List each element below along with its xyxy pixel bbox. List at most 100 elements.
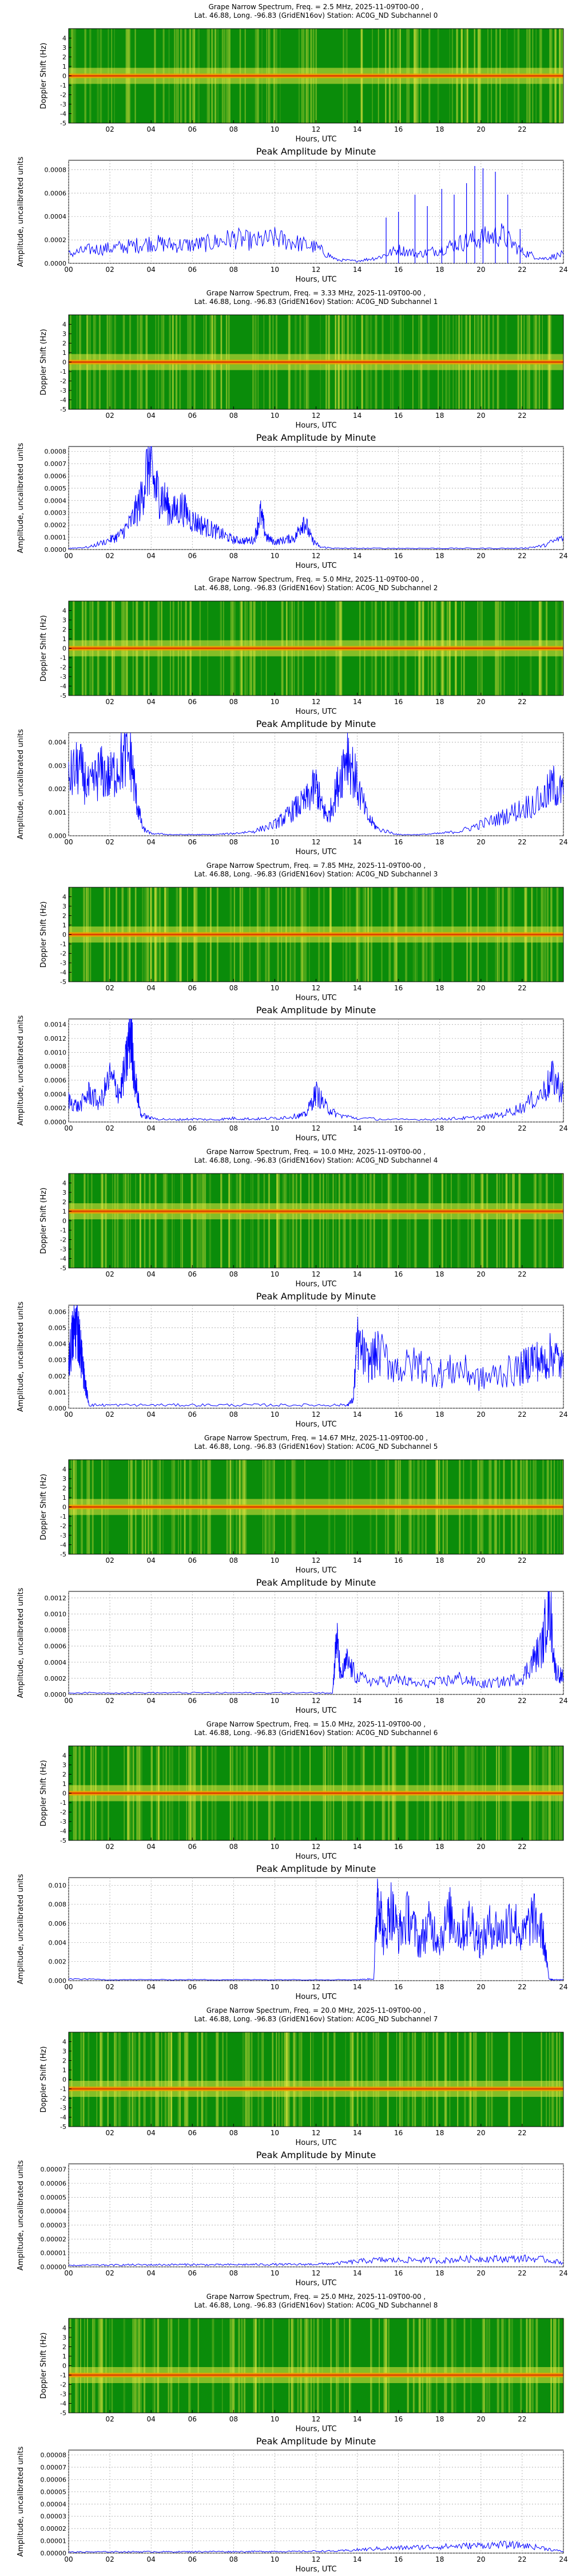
spectrum-image — [68, 600, 564, 696]
spectrum-stripe — [201, 2032, 204, 2127]
spectrum-stripe — [71, 2032, 73, 2127]
spectrum-stripe — [168, 2032, 170, 2127]
spectrum-stripe — [480, 1174, 483, 1268]
spectrum-stripe — [105, 2318, 107, 2413]
spectrum-band-core — [69, 2088, 563, 2090]
spectrum-stripe — [562, 1174, 564, 1268]
spectrum-stripe — [514, 1174, 515, 1268]
spectrum-stripe — [412, 2318, 415, 2413]
spectrum-stripe — [532, 2318, 534, 2413]
spectrum-stripe — [247, 2032, 249, 2127]
spectrum-stripe — [186, 2032, 189, 2127]
spectrum-stripe — [349, 2318, 350, 2413]
x-tick-label: 12 — [312, 698, 320, 706]
x-tick-label: 06 — [188, 2129, 197, 2137]
spectrum-stripe — [98, 2318, 101, 2413]
spectrum-stripe — [228, 1174, 231, 1268]
y-tick-label: 0.0010 — [45, 1049, 67, 1056]
spectrum-stripe — [370, 2318, 372, 2413]
spectrum-stripe — [428, 2318, 430, 2413]
x-axis-label: Hours, UTC — [295, 2139, 336, 2147]
spectrum-stripe — [263, 2032, 264, 2127]
y-tick-label: 0.0000 — [45, 1119, 67, 1126]
spectrum-stripe — [383, 2318, 385, 2413]
x-tick-label: 16 — [394, 1270, 403, 1278]
spectrum-stripe — [423, 2032, 426, 2127]
spectrum-stripe — [134, 2032, 136, 2127]
spectrum-stripe — [239, 1174, 241, 1268]
y-tick-label: 4 — [62, 607, 66, 615]
y-axis-label: Amplitude, uncalibrated units — [17, 1587, 25, 1698]
y-tick-label: 0.000 — [49, 1405, 67, 1412]
x-tick-label: 18 — [435, 698, 444, 706]
spectrum-stripe — [401, 2032, 403, 2127]
amplitude-title: Peak Amplitude by Minute — [256, 2436, 376, 2447]
spectrum-stripe — [373, 1174, 375, 1268]
spectrum-stripe — [268, 1174, 270, 1268]
x-tick-label: 10 — [271, 1556, 279, 1564]
y-tick-label: 0.00008 — [41, 2452, 67, 2459]
y-tick-label: 0.004 — [49, 738, 67, 746]
y-tick-label: 0.002 — [49, 1373, 67, 1380]
spectrum-stripe — [399, 2032, 401, 2127]
x-tick-label: 10 — [271, 2415, 279, 2423]
spectrum-stripe — [112, 1174, 113, 1268]
spectrum-stripe — [326, 1174, 328, 1268]
spectrum-stripe — [257, 1174, 260, 1268]
spectrum-stripe — [244, 1174, 245, 1268]
x-tick-label: 22 — [518, 1124, 526, 1132]
x-tick-label: 08 — [229, 1843, 238, 1851]
spectrum-stripe — [502, 1174, 503, 1268]
spectrum-band-core — [69, 1506, 563, 1508]
y-tick-label: 0.00004 — [41, 2500, 67, 2508]
amplitude-chart-5: Peak Amplitude by Minute 00 02 04 06 08 10 12 14… — [17, 1577, 568, 1715]
y-tick-label: 0 — [62, 1790, 66, 1797]
y-tick-label: 1 — [62, 1208, 66, 1215]
spectrum-stripe — [409, 1174, 411, 1268]
y-tick-label: 2 — [62, 54, 66, 61]
spectrum-stripe — [486, 2318, 488, 2413]
spectrum-stripe — [293, 1174, 295, 1268]
spectrum-stripe — [293, 2032, 295, 2127]
spectrum-stripe — [535, 1174, 537, 1268]
x-tick-label: 12 — [312, 125, 320, 133]
spectrum-stripe — [190, 1174, 193, 1268]
spectrum-stripe — [509, 1174, 511, 1268]
spectrum-stripe — [415, 1174, 417, 1268]
spectrum-stripe — [138, 2032, 140, 2127]
x-tick-label: 16 — [394, 266, 403, 274]
spectrum-stripe — [509, 2032, 510, 2127]
x-tick-label: 04 — [147, 2555, 156, 2563]
spectrum-title: Grape Narrow Spectrum, Freq. = 14.67 MHz… — [204, 1434, 428, 1442]
spectrum-chart-5: Grape Narrow Spectrum, Freq. = 14.67 MHz… — [39, 1434, 564, 1574]
spectrum-stripe — [300, 2318, 302, 2413]
x-axis-label: Hours, UTC — [295, 2279, 336, 2287]
spectrum-stripe — [418, 2318, 420, 2413]
x-tick-label: 24 — [559, 2555, 567, 2563]
y-tick-label: 0.001 — [49, 809, 67, 816]
y-tick-label: 0 — [62, 73, 66, 80]
spectrum-stripe — [553, 1174, 554, 1268]
y-tick-label: 4 — [62, 321, 66, 329]
spectrum-stripe — [199, 1174, 200, 1268]
spectrum-stripe — [128, 2032, 131, 2127]
spectrum-stripe — [197, 2318, 199, 2413]
spectrum-stripe — [157, 2318, 160, 2413]
x-tick-label: 12 — [312, 552, 320, 560]
spectrum-stripe — [91, 1174, 93, 1268]
y-tick-label: 1 — [62, 1780, 66, 1788]
spectrum-stripe — [105, 1174, 107, 1268]
spectrum-stripe — [278, 1174, 280, 1268]
spectrum-band-core — [69, 75, 563, 77]
y-tick-label: -4 — [60, 683, 66, 690]
x-axis-label: Hours, UTC — [295, 708, 336, 716]
x-tick-label: 06 — [188, 412, 197, 420]
x-tick-label: 04 — [147, 2415, 156, 2423]
x-axis-label: Hours, UTC — [295, 1852, 336, 1860]
spectrum-stripe — [228, 1174, 231, 1268]
spectrum-stripe — [102, 2318, 104, 2413]
x-tick-label: 22 — [518, 1983, 526, 1991]
spectrum-stripe — [87, 1174, 89, 1268]
y-tick-label: -4 — [60, 397, 66, 404]
y-tick-label: -3 — [60, 1246, 66, 1253]
